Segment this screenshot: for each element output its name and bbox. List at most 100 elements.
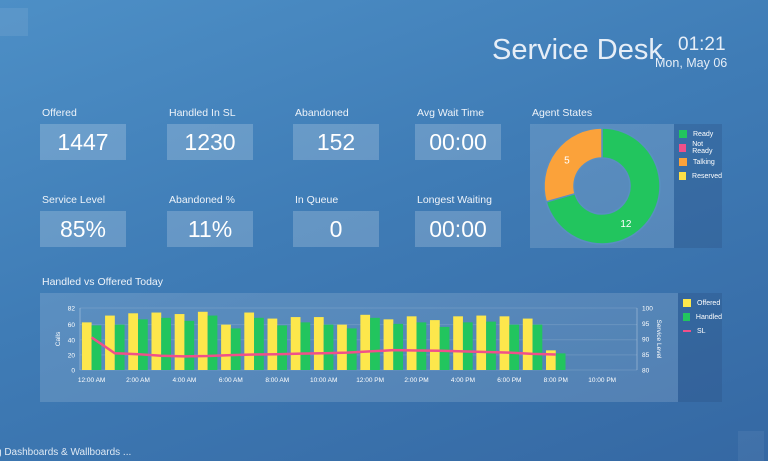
kpi-label: Abandoned % — [169, 194, 235, 206]
agent-states-legend: Ready Not Ready Talking Reserved — [674, 124, 722, 248]
chart-title: Handled vs Offered Today — [42, 276, 164, 288]
bar-handled[interactable] — [509, 324, 520, 370]
bar-offered[interactable] — [267, 318, 278, 370]
bar-offered[interactable] — [174, 314, 185, 370]
bar-handled[interactable] — [532, 324, 543, 370]
y-tick-label: 40 — [68, 337, 76, 344]
kpi-value: 00:00 — [415, 124, 501, 160]
bar-offered[interactable] — [453, 316, 463, 370]
kpi-label: In Queue — [295, 194, 339, 206]
x-tick-label: 10:00 AM — [310, 377, 337, 384]
bar-handled[interactable] — [230, 328, 241, 370]
bar-handled[interactable] — [323, 324, 334, 370]
legend-label: Reserved — [692, 172, 722, 180]
bar-handled[interactable] — [370, 317, 380, 370]
bar-handled[interactable] — [416, 322, 427, 370]
x-tick-label: 10:00 PM — [588, 377, 616, 384]
bar-handled[interactable] — [393, 323, 404, 370]
legend-swatch — [683, 330, 691, 332]
bar-offered[interactable] — [522, 318, 533, 370]
y2-tick-label: 90 — [642, 337, 650, 344]
legend-swatch — [679, 158, 687, 166]
kpi-value: 1230 — [167, 124, 253, 160]
bar-offered[interactable] — [406, 316, 417, 370]
bar-offered[interactable] — [151, 312, 162, 370]
sl-line — [90, 336, 556, 358]
legend-swatch — [679, 130, 687, 138]
bar-offered[interactable] — [337, 324, 347, 370]
kpi-label: Offered — [42, 107, 77, 119]
bar-offered[interactable] — [499, 316, 510, 370]
bar-handled[interactable] — [439, 326, 450, 370]
x-tick-label: 6:00 PM — [497, 377, 521, 384]
bar-handled[interactable] — [300, 322, 311, 370]
y2-tick-label: 100 — [642, 306, 653, 313]
x-tick-label: 2:00 PM — [404, 377, 428, 384]
bar-handled[interactable] — [91, 325, 102, 370]
legend-swatch — [679, 172, 687, 180]
legend-label: SL — [697, 327, 706, 335]
donut-label: 12 — [620, 219, 632, 230]
bar-offered[interactable] — [221, 324, 231, 370]
bar-offered[interactable] — [313, 317, 324, 370]
kpi-value: 1447 — [40, 124, 126, 160]
legend-item: Offered — [683, 296, 722, 310]
bar-offered[interactable] — [360, 314, 371, 370]
bar-handled[interactable] — [346, 328, 357, 370]
y-axis-label: Calls — [55, 331, 62, 346]
legend-item: Not Ready — [679, 141, 722, 155]
donut-label: 5 — [564, 155, 570, 166]
bar-offered[interactable] — [128, 313, 139, 370]
bar-handled[interactable] — [114, 324, 125, 370]
legend-item: Ready — [679, 127, 722, 141]
corner-decoration — [738, 431, 764, 461]
donut-slice-talking[interactable] — [543, 127, 603, 203]
bar-offered[interactable] — [81, 322, 92, 370]
bar-handled[interactable] — [138, 319, 148, 370]
y2-tick-label: 85 — [642, 352, 650, 359]
y2-axis-label: Service Level — [655, 319, 662, 359]
kpi-value: 11% — [167, 211, 253, 247]
x-tick-label: 4:00 AM — [173, 377, 197, 384]
bar-handled[interactable] — [277, 325, 288, 370]
bar-offered[interactable] — [476, 315, 487, 370]
bar-offered[interactable] — [244, 312, 255, 370]
bar-handled[interactable] — [486, 321, 496, 370]
x-tick-label: 8:00 AM — [265, 377, 289, 384]
legend-label: Ready — [693, 130, 714, 138]
footer-text: g Dashboards & Wallboards ... — [0, 447, 132, 458]
bar-handled[interactable] — [555, 353, 566, 370]
bar-offered[interactable] — [105, 315, 115, 370]
legend-label: Offered — [697, 299, 721, 307]
legend-item: SL — [683, 324, 722, 338]
bar-handled[interactable] — [254, 317, 264, 370]
legend-item: Talking — [679, 155, 722, 169]
kpi-label: Service Level — [42, 194, 106, 206]
legend-swatch — [683, 299, 691, 307]
kpi-value: 00:00 — [415, 211, 501, 247]
x-tick-label: 8:00 PM — [544, 377, 568, 384]
x-tick-label: 12:00 PM — [356, 377, 384, 384]
bar-handled[interactable] — [184, 320, 195, 370]
bar-offered[interactable] — [546, 350, 556, 370]
corner-decoration — [0, 8, 28, 36]
agent-states-chart: 12 5 — [530, 124, 674, 248]
bar-handled[interactable] — [207, 315, 218, 370]
clock-time: 01:21 — [678, 34, 726, 55]
bar-offered[interactable] — [290, 317, 301, 370]
bar-handled[interactable] — [462, 322, 473, 370]
legend-swatch — [679, 144, 687, 152]
bar-handled[interactable] — [161, 317, 171, 370]
clock-date: Mon, May 06 — [655, 56, 728, 70]
handled-vs-offered-chart: 0 20 40 60 82 80 85 90 95 100 Calls Service Level 12… — [40, 293, 678, 402]
bar-offered[interactable] — [429, 320, 440, 370]
x-tick-label: 6:00 AM — [219, 377, 243, 384]
bar-offered[interactable] — [197, 311, 208, 370]
agent-states-title: Agent States — [532, 107, 593, 119]
bar-offered[interactable] — [383, 319, 394, 370]
x-tick-label: 4:00 PM — [451, 377, 475, 384]
donut-slice-ready[interactable] — [545, 127, 661, 245]
y-tick-label: 60 — [68, 322, 76, 329]
y-tick-label: 82 — [68, 306, 76, 313]
kpi-label: Abandoned — [295, 107, 349, 119]
